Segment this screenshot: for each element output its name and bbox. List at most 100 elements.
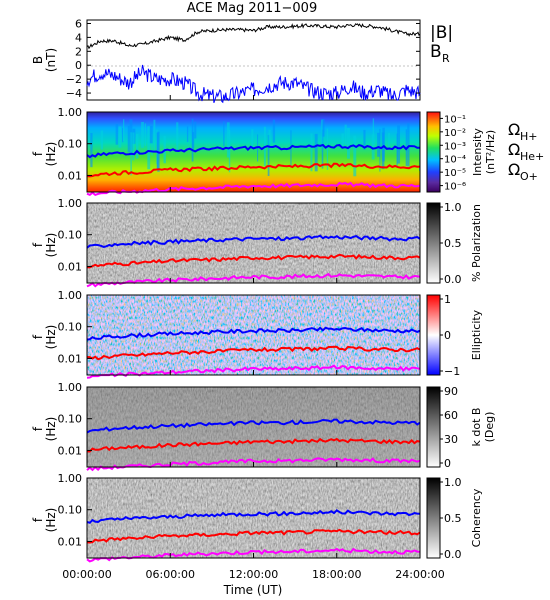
intensity-streak (321, 129, 324, 169)
intensity-streak (122, 127, 124, 143)
colorbar-unit: (Deg) (483, 412, 496, 443)
intensity-streak (153, 119, 156, 152)
gyrofreq-legend-sub: H+ (520, 130, 538, 143)
gyrofreq-legend-sub: O+ (520, 170, 538, 183)
gyrofreq-line-He (86, 345, 421, 361)
mag-y-tick-label: 0 (75, 59, 82, 72)
kdotb-colorbar (426, 386, 441, 468)
spectrogram-panels: 1.000.100.01f (Hz)10⁻¹10⁻²10⁻³10⁻⁴10⁻⁵10⁻… (31, 106, 497, 563)
time-tick-label: 00:00:00 (62, 568, 111, 581)
gyrofreq-line-O (86, 364, 421, 379)
colorbar-tick-label: 10⁻⁴ (444, 155, 466, 166)
intensity-streak (267, 134, 270, 177)
intensity-streak (123, 119, 125, 142)
freq-axis-label: f (31, 151, 45, 156)
absB-line (86, 22, 421, 50)
legend-BR: B (430, 42, 442, 62)
intensity-streak (353, 135, 357, 177)
mag-y-label: B (31, 56, 45, 64)
time-tick-label: 12:00:00 (229, 568, 278, 581)
colorbar-label: k dot B (470, 408, 483, 447)
polarization-colorbar (426, 202, 441, 284)
intensity-streak (272, 119, 276, 143)
intensity-streak (90, 133, 93, 168)
intensity-streak (321, 119, 323, 148)
gyrofreq-legend-symbol: Ω (508, 120, 520, 139)
gyrofreq-line-H (86, 143, 421, 159)
colorbar-tick-label: 10⁻¹ (444, 114, 466, 125)
colorbar-tick-label: −1 (444, 365, 460, 378)
colorbar-tick-label: 10⁻² (444, 128, 466, 139)
panel-polarization: 1.00 0.10 0.01 f (Hz) 1.0 0.5 0.0 % Polarization (31, 197, 483, 288)
colorbar-tick-label: 0.5 (444, 512, 462, 525)
intensity-streak (144, 123, 146, 146)
intensity-streak (382, 127, 385, 162)
freq-axis-unit: (Hz) (44, 325, 58, 350)
colorbar-label: % Polarization (470, 204, 483, 282)
BR-line (86, 64, 421, 104)
gyrofrequency-legend: Ω H+Ω He+Ω O+ (508, 120, 544, 183)
intensity-streak (132, 132, 135, 161)
intensity-streak (226, 122, 230, 158)
intensity-streak (176, 122, 179, 152)
intensity-streak (147, 126, 151, 170)
legend-absB: |B| (430, 23, 453, 43)
freq-tick-label: 0.10 (58, 413, 83, 426)
freq-tick-label: 0.10 (58, 504, 83, 517)
intensity-streak (194, 121, 197, 139)
time-tick-label: 18:00:00 (312, 568, 361, 581)
ellipticity-spectrogram (87, 295, 420, 375)
gyrofreq-line-O (86, 457, 421, 472)
intensity-colorbar (426, 111, 441, 193)
freq-axis-unit: (Hz) (44, 233, 58, 258)
gyrofreq-line-He (86, 162, 421, 178)
mag-legend: |B|B R (430, 23, 453, 65)
intensity-streak (326, 128, 329, 170)
mag-y-tick-label: −4 (66, 87, 82, 100)
kdotb-texture (87, 387, 420, 467)
freq-tick-label: 0.01 (58, 535, 83, 548)
intensity-streak (363, 129, 366, 150)
colorbar-label: Coherency (470, 488, 483, 547)
colorbar-tick-label: 1.0 (444, 201, 462, 214)
colorbar-unit: (nT²/Hz) (484, 130, 497, 174)
mag-y-unit: (nT) (44, 48, 58, 72)
gyrofreq-line-O (86, 547, 421, 563)
freq-axis-label: f (31, 334, 45, 339)
colorbar-tick-label: 10⁻⁵ (444, 168, 466, 179)
freq-tick-label: 0.10 (58, 138, 83, 151)
intensity-streak (149, 125, 153, 144)
x-axis-label: Time (UT) (223, 583, 283, 597)
intensity-streak (118, 126, 122, 148)
gyrofreq-legend-symbol: Ω (508, 140, 520, 159)
panel-coherency: 1.00 0.10 0.01 f (Hz) 1.0 0.5 0.0 Coherency (31, 472, 483, 563)
gyrofreq-line-He (86, 437, 421, 453)
panel-intensity: 1.00 0.10 0.01 f (Hz) 10⁻¹ 10⁻² 10⁻³ 10⁻⁴ 10⁻⁵ 10⁻… (31, 106, 497, 197)
figure-title: ACE Mag 2011−009 (187, 1, 317, 16)
intensity-streak (228, 130, 231, 173)
intensity-streak (347, 127, 350, 159)
intensity-streak (136, 133, 139, 159)
colorbar-tick-label: 1 (444, 293, 451, 306)
intensity-streak (407, 123, 410, 167)
intensity-streak (314, 133, 318, 172)
intensity-streak (377, 132, 380, 157)
intensity-streak (397, 125, 401, 164)
colorbar-tick-label: 10⁻³ (444, 141, 466, 152)
gyrofreq-line-H (86, 418, 421, 434)
freq-tick-label: 1.00 (58, 381, 83, 394)
freq-tick-label: 1.00 (58, 197, 83, 210)
intensity-streak (151, 134, 153, 156)
freq-axis-unit: (Hz) (44, 417, 58, 442)
freq-axis-label: f (31, 517, 45, 522)
intensity-streak (268, 129, 271, 145)
colorbar-tick-label: 0.0 (444, 548, 462, 561)
intensity-streak (371, 134, 375, 160)
freq-tick-label: 0.01 (58, 352, 83, 365)
gyrofreq-line-He (86, 253, 421, 269)
colorbar-tick-label: 90 (444, 385, 458, 398)
coherency-colorbar (426, 477, 441, 559)
intensity-streak (100, 130, 104, 150)
